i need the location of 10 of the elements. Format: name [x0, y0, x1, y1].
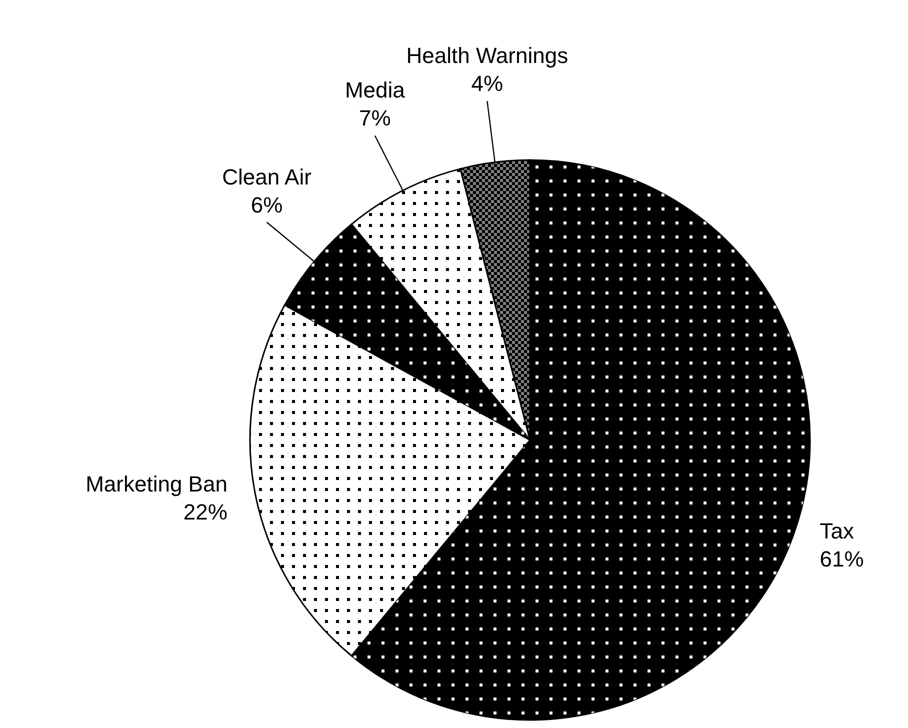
data-label: 4%: [471, 71, 504, 96]
slice-label: Tax: [820, 518, 854, 544]
data-label: 61%: [820, 546, 864, 572]
slice-label: Media: [344, 78, 406, 103]
data-label: 7%: [359, 106, 391, 131]
slice-label: Marketing Ban: [86, 472, 228, 497]
data-label: 6%: [250, 192, 283, 218]
data-label: 22%: [183, 500, 228, 525]
slice-label: Health Warnings: [406, 43, 568, 68]
slice-label: Clean Air: [222, 164, 312, 190]
